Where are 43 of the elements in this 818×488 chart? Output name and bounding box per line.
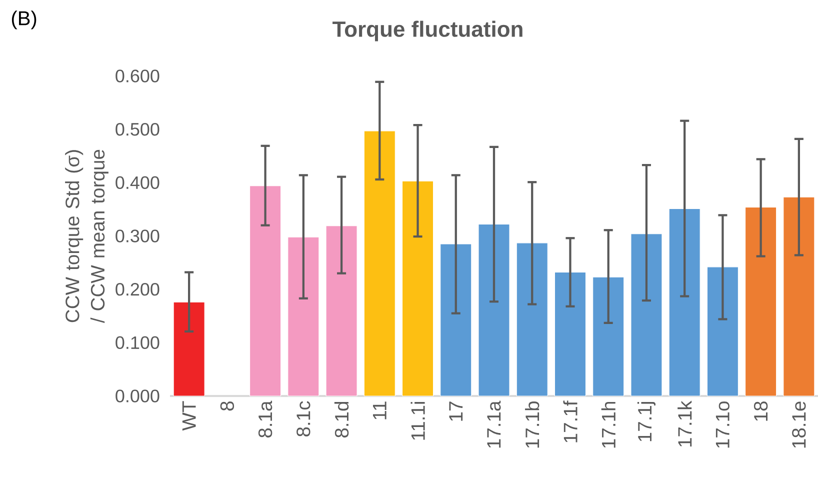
y-tick-label: 0.000 [116,390,160,402]
x-tick-label: 17.1h [601,402,616,448]
x-tick-label: WT [182,401,196,431]
bar [478,224,510,396]
bar [706,266,738,396]
x-tick-label: 11 [373,402,386,420]
bar [554,272,586,396]
x-tick-label: 18.1e [792,402,806,448]
bar [630,234,662,396]
bar [250,186,282,396]
x-tick-label: 17.1a [487,400,501,448]
x-tick-label: 8 [220,402,234,411]
bar [668,208,700,396]
y-tick-label: 0.500 [116,122,160,136]
x-tick-label: 18 [754,402,768,421]
bar [288,236,320,396]
x-tick-label: 8.1c [296,401,310,436]
x-tick-label: 8.1d [334,402,349,438]
chart-title: Torque fluctuation [332,20,522,42]
bar [402,180,434,396]
x-tick-label: 17.1k [678,400,692,447]
x-tick-label: 8.1a [258,400,272,438]
bar [173,302,205,396]
bar [592,276,624,396]
x-tick-label: 17.1j [637,402,656,442]
bar [783,196,815,396]
text: (B) [12,10,36,30]
x-tick-label: 17.1o [716,402,730,448]
y-axis-title: CCW torque Std (σ) / CCW mean torque [65,150,108,324]
x-tick-label: 17.1f [563,400,578,442]
x-tick-label: 11.1i [410,402,425,440]
y-tick-label: 0.200 [116,282,160,296]
x-tick-label: 17 [449,402,463,421]
bar [516,242,548,396]
y-tick-label: 0.400 [116,176,160,190]
bar [326,226,358,396]
bar [440,244,472,396]
x-tick-label: 17.1b [525,402,540,448]
bar [364,130,396,396]
y-tick-label: 0.100 [116,336,160,350]
y-tick-label: 0.300 [116,230,160,242]
bar [745,206,777,396]
y-tick-label: 0.600 [116,70,160,82]
